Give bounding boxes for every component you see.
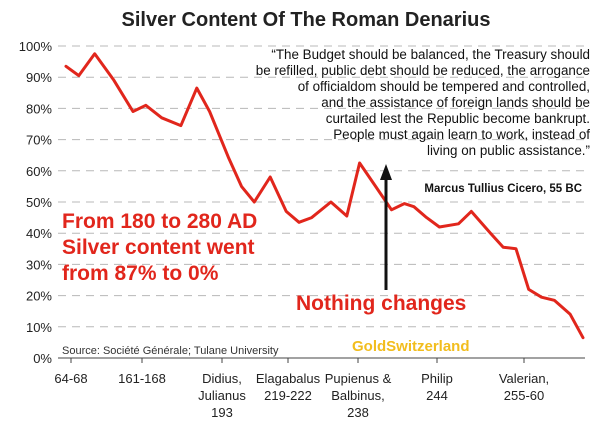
y-tick-label: 10% [26,320,52,335]
x-tick-label: Philip 244 [421,371,453,403]
x-tick-label: Pupienus & Balbinus, 238 [325,371,392,420]
annotation-line: From 180 to 280 AD [62,210,258,233]
y-tick-label: 0% [33,351,52,366]
chart-title: Silver Content Of The Roman Denarius [121,9,491,31]
nothing-changes-label: Nothing changes [296,292,467,315]
quote-line: People must again learn to work, instead… [333,127,590,142]
x-tick-label-line: Pupienus & [325,371,392,386]
x-tick-label-line: 238 [347,405,369,420]
arrow-head [380,164,392,180]
watermark: GoldSwitzerland [352,338,470,355]
x-tick-label-line: 64-68 [54,371,87,386]
x-tick-label-line: 161-168 [118,371,166,386]
x-tick-label-line: Elagabalus [256,371,321,386]
y-tick-label: 70% [26,133,52,148]
x-tick-label-line: 193 [211,405,233,420]
y-tick-label: 40% [26,226,52,241]
x-tick-label-line: 244 [426,388,448,403]
x-tick-label: Valerian, 255-60 [499,371,549,403]
annotation-line: from 87% to 0% [62,262,219,285]
y-tick-label: 50% [26,195,52,210]
x-tick-label: 161-168 [118,371,166,386]
y-tick-label: 80% [26,101,52,116]
silver-annotation: From 180 to 280 AD Silver content went f… [62,209,312,287]
x-tick-label: 64-68 [54,371,87,386]
quote-line: and the assistance of foreign lands shou… [321,95,590,110]
x-tick-label-line: 219-222 [264,388,312,403]
y-tick-label: 90% [26,70,52,85]
x-tick-label: Elagabalus 219-222 [256,371,321,403]
x-tick-label-line: Julianus [198,388,246,403]
x-tick-label-line: 255-60 [504,388,544,403]
y-tick-label: 60% [26,164,52,179]
annotation-line: Silver content went [62,236,255,259]
x-tick-label: Didius, Julianus 193 [198,371,246,420]
quote-block: “The Budget should be balanced, the Trea… [210,47,590,159]
y-tick-label: 30% [26,257,52,272]
quote-line: curtailed lest the Republic become bankr… [325,111,590,126]
x-tick-label-line: Valerian, [499,371,549,386]
quote-line: “The Budget should be balanced, the Trea… [271,47,590,62]
series-line-silver-content [64,52,585,340]
y-tick-label: 100% [19,39,53,54]
x-tick-label-line: Balbinus, [331,388,384,403]
x-tick-label-line: Didius, [202,371,242,386]
quote-line: living on public assistance.” [426,143,590,158]
quote-attribution: Marcus Tullius Cicero, 55 BC [424,183,582,195]
source-note: Source: Société Générale; Tulane Univers… [62,345,279,357]
y-tick-label: 20% [26,289,52,304]
x-tick-label-line: Philip [421,371,453,386]
quote-line: be refilled, public debt should be reduc… [255,63,590,78]
quote-line: of officialdom should be tempered and co… [297,79,590,94]
